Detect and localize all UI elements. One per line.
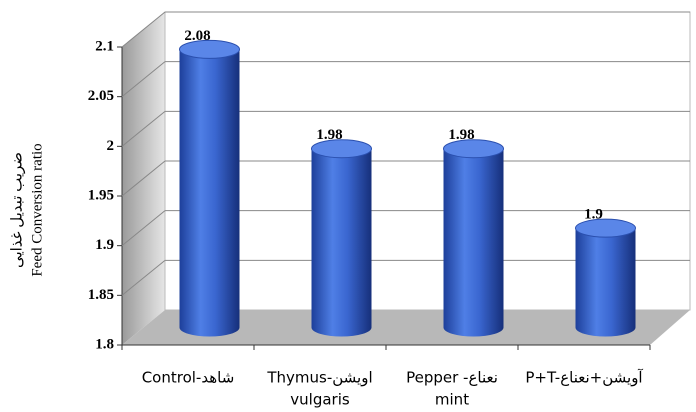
grid-line	[121, 61, 166, 98]
bar-top	[311, 139, 372, 159]
x-tick-label: vulgaris	[290, 391, 350, 409]
value-label: 1.98	[316, 127, 342, 143]
y-label-line: Feed Conversion ratio	[29, 143, 45, 276]
floor	[122, 310, 690, 345]
y-tick-label: 2.1	[95, 38, 114, 54]
y-tick-label: 1.8	[95, 336, 114, 352]
y-tick-label: 1.85	[88, 287, 114, 303]
value-label: 1.9	[584, 207, 603, 223]
x-tick-label: Thymus-اویشن	[266, 369, 372, 387]
grid-line	[121, 259, 166, 296]
y-label: ضریب تبدیل غذایی Feed Conversion ratio	[9, 143, 45, 276]
grid-line	[121, 11, 166, 48]
bar-top	[443, 139, 504, 159]
x-tick-label: Pepper -نعناع	[406, 369, 498, 387]
value-label: 1.98	[448, 127, 474, 143]
grid-line	[121, 110, 166, 147]
bar-top	[179, 39, 240, 59]
y-tick-label: 1.9	[95, 237, 114, 253]
value-label: 2.08	[184, 28, 210, 44]
y-tick-label: 2	[107, 138, 115, 154]
grid-line	[121, 160, 166, 197]
y-label-line: ضریب تبدیل غذایی	[9, 152, 25, 268]
x-tick-label: P+T-آویشن+نعناع	[525, 369, 643, 387]
bar	[311, 148, 372, 337]
bar	[179, 49, 240, 337]
x-tick-label: Control-شاهد	[142, 369, 235, 387]
y-tick-label: 1.95	[88, 187, 114, 203]
bar	[575, 228, 636, 337]
x-tick-label: mint	[435, 391, 469, 409]
bar	[443, 148, 504, 337]
grid-line	[121, 210, 166, 247]
y-tick-label: 2.05	[88, 88, 114, 104]
bar-top	[575, 218, 636, 238]
